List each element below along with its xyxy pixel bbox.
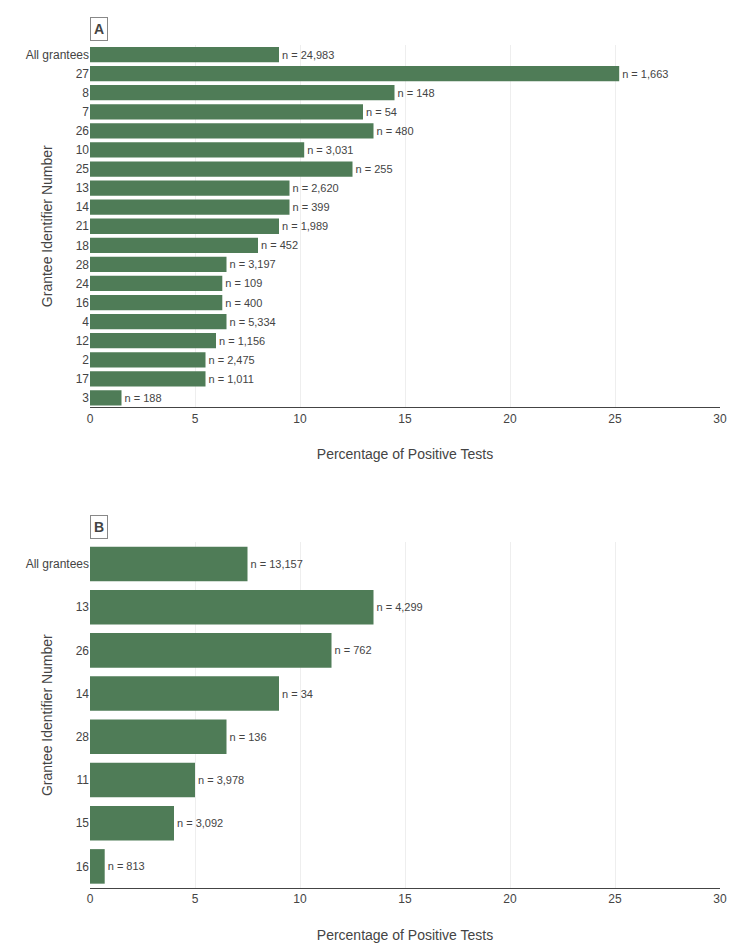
svg-text:n = 3,092: n = 3,092	[177, 817, 223, 829]
svg-text:14: 14	[76, 200, 90, 214]
svg-text:n = 136: n = 136	[230, 731, 267, 743]
svg-text:15: 15	[398, 892, 412, 906]
svg-text:n = 762: n = 762	[335, 644, 372, 656]
svg-text:2: 2	[82, 353, 89, 367]
svg-text:n = 452: n = 452	[261, 239, 298, 251]
svg-text:n = 54: n = 54	[366, 106, 397, 118]
svg-text:28: 28	[76, 730, 90, 744]
svg-text:n = 5,334: n = 5,334	[230, 316, 276, 328]
svg-text:7: 7	[82, 105, 89, 119]
svg-text:21: 21	[76, 219, 90, 233]
svg-text:10: 10	[76, 143, 90, 157]
svg-text:n = 34: n = 34	[282, 688, 313, 700]
svg-text:28: 28	[76, 258, 90, 272]
svg-text:5: 5	[192, 892, 199, 906]
svg-text:n = 3,978: n = 3,978	[198, 774, 244, 786]
svg-text:20: 20	[503, 412, 517, 426]
svg-text:Percentage of Positive Tests: Percentage of Positive Tests	[317, 927, 493, 943]
svg-text:Grantee Identifier Number: Grantee Identifier Number	[39, 145, 55, 307]
svg-text:15: 15	[398, 412, 412, 426]
svg-text:n = 813: n = 813	[108, 860, 145, 872]
svg-text:n = 188: n = 188	[125, 392, 162, 404]
svg-text:20: 20	[503, 892, 517, 906]
svg-text:Grantee Identifier Number: Grantee Identifier Number	[39, 634, 55, 796]
svg-text:10: 10	[293, 412, 307, 426]
svg-text:18: 18	[76, 239, 90, 253]
svg-text:n = 24,983: n = 24,983	[282, 49, 334, 61]
svg-text:n = 399: n = 399	[293, 201, 330, 213]
svg-text:n = 1,156: n = 1,156	[219, 335, 265, 347]
svg-text:12: 12	[76, 334, 90, 348]
svg-text:n = 1,011: n = 1,011	[209, 373, 254, 385]
svg-text:n = 4,299: n = 4,299	[377, 601, 423, 613]
svg-text:A: A	[94, 21, 104, 37]
svg-text:All grantees: All grantees	[26, 557, 89, 571]
svg-text:17: 17	[76, 372, 90, 386]
svg-text:n = 3,197: n = 3,197	[230, 258, 276, 270]
svg-text:0: 0	[87, 412, 94, 426]
svg-text:B: B	[94, 519, 104, 535]
svg-text:n = 2,475: n = 2,475	[209, 354, 255, 366]
svg-text:n = 148: n = 148	[398, 87, 435, 99]
svg-text:26: 26	[76, 644, 90, 658]
svg-text:25: 25	[76, 162, 90, 176]
svg-text:25: 25	[608, 412, 622, 426]
svg-text:30: 30	[713, 412, 727, 426]
svg-text:All grantees: All grantees	[26, 48, 89, 62]
svg-text:10: 10	[293, 892, 307, 906]
svg-text:26: 26	[76, 124, 90, 138]
svg-text:13: 13	[76, 181, 90, 195]
svg-text:n = 1,989: n = 1,989	[282, 220, 328, 232]
svg-text:Percentage of Positive Tests: Percentage of Positive Tests	[317, 446, 493, 462]
svg-text:27: 27	[76, 67, 90, 81]
svg-text:11: 11	[77, 773, 90, 787]
svg-text:16: 16	[76, 296, 90, 310]
svg-text:30: 30	[713, 892, 727, 906]
svg-text:8: 8	[82, 86, 89, 100]
svg-text:n = 400: n = 400	[225, 297, 262, 309]
svg-text:n = 1,663: n = 1,663	[622, 68, 668, 80]
svg-text:16: 16	[76, 860, 90, 874]
svg-text:n = 109: n = 109	[225, 277, 262, 289]
svg-text:n = 3,031: n = 3,031	[307, 144, 353, 156]
svg-text:0: 0	[87, 892, 94, 906]
svg-text:4: 4	[82, 315, 89, 329]
svg-text:15: 15	[76, 816, 90, 830]
svg-text:13: 13	[76, 600, 90, 614]
svg-text:14: 14	[76, 687, 90, 701]
svg-text:24: 24	[76, 277, 90, 291]
svg-text:3: 3	[82, 391, 89, 405]
svg-text:25: 25	[608, 892, 622, 906]
svg-text:n = 13,157: n = 13,157	[251, 558, 303, 570]
svg-text:n = 2,620: n = 2,620	[293, 182, 339, 194]
svg-text:n = 480: n = 480	[377, 125, 414, 137]
svg-text:n = 255: n = 255	[356, 163, 393, 175]
svg-text:5: 5	[192, 412, 199, 426]
